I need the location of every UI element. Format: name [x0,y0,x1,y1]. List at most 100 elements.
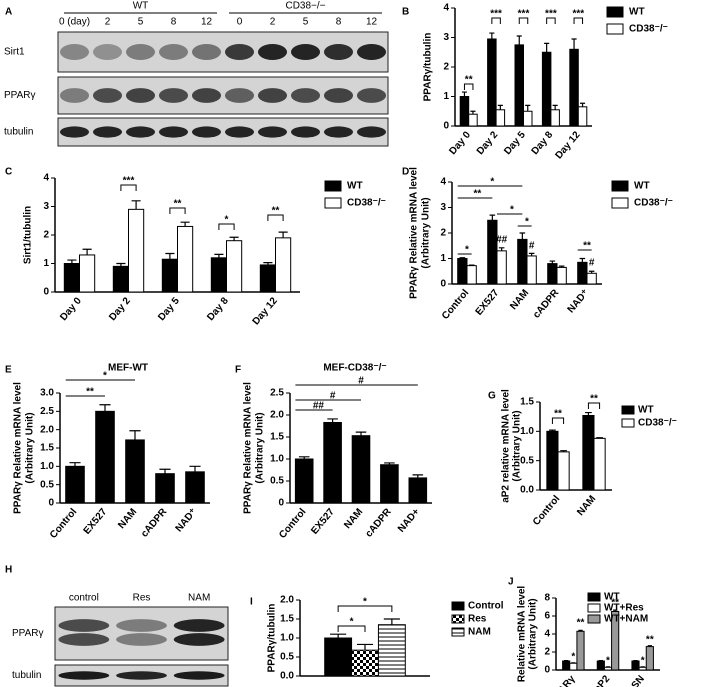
significance-label: ** [174,199,182,210]
blot-band [92,44,123,60]
legend-label: NAM [468,627,491,638]
error-bar [552,104,558,110]
x-tick-label: aP2 [592,673,612,687]
row-label: tubulin [12,670,41,681]
lane-label: 5 [138,17,144,28]
error-bar [278,231,288,238]
y-tick-label: 1.5 [40,443,54,454]
lane-label: 8 [171,17,177,28]
y-axis-label: PPARγ/tubulin [423,33,434,102]
significance-label: * [571,652,575,663]
bar [95,410,115,504]
y-tick-label: 4 [440,177,446,188]
blot-band [290,44,321,60]
bar [487,38,497,127]
blot-band [116,671,167,680]
bar [550,109,560,127]
bar [603,666,613,671]
blot-band [125,44,156,60]
bar [593,437,606,491]
blot-band [224,126,255,138]
x-tick-label: NAM [575,494,598,519]
y-tick-label: 3 [440,202,446,213]
y-tick-label: 0.5 [280,652,294,663]
x-tick-label: NAM [342,507,365,532]
y-tick-label: 0 [544,665,550,676]
significance-bracket [120,184,137,191]
y-tick-label: 0.5 [520,455,534,466]
bar [380,464,399,504]
error-bar [165,252,175,260]
significance-label: * [363,597,367,608]
error-bar [129,430,141,440]
error-bar [459,257,466,259]
significance-bracket [267,214,284,221]
y-tick-label: 0.5 [40,479,54,490]
legend-label: CD38⁻/⁻ [629,24,668,35]
significance-label: * [465,245,469,256]
bar [638,666,647,671]
error-bar [82,248,92,255]
error-bar [579,102,586,107]
bar [275,237,292,293]
blot-band [173,619,225,632]
legend-label: WT [604,592,620,603]
x-tick-label: Day 2 [475,129,501,157]
significance-bracket [491,17,501,24]
lane-label: NAM [188,593,210,604]
bar [556,266,567,285]
significance-label: # [589,258,595,269]
x-tick-label: EX527 [82,506,110,536]
significance-label: * [606,656,610,667]
blot-band [59,88,90,103]
significance-label: *** [572,9,584,20]
bar [323,421,342,504]
legend-swatch [587,603,601,613]
bar [177,225,194,293]
x-tick-label: NAD⁺ [566,288,592,316]
blot-band [290,88,321,103]
bar [517,238,528,285]
error-bar [116,262,126,267]
significance-label: ** [86,387,94,398]
legend-swatch [587,592,601,602]
legend-swatch [451,627,465,637]
y-axis-label: PPARγ Relative mRNA level [13,382,24,514]
x-tick-label: Control [531,493,562,527]
x-tick-label: Control [277,506,308,540]
bar [577,106,588,127]
y-tick-label: 4 [544,629,550,640]
x-tick-label: Day 8 [205,295,231,323]
x-tick-label: cADPR [139,506,170,540]
significance-label: * [525,217,529,228]
bar [569,48,579,127]
legend-label: WT [347,181,363,192]
panel-letter: J [508,577,514,588]
y-tick-label: 8 [544,593,550,604]
blot-band [116,633,167,646]
panel-letter: G [488,391,496,402]
bar [631,660,640,671]
x-tick-label: Day 8 [530,129,556,157]
y-tick-label: 1.5 [520,397,534,408]
y-axis-label: (Arbitrary Unit) [528,598,539,669]
blot-band [125,126,156,138]
significance-bracket [218,223,235,230]
y-tick-label: 6 [544,611,550,622]
error-bar [498,247,505,251]
bar [63,263,80,293]
bar [487,219,498,285]
error-bar [263,262,273,265]
significance-label: ** [465,75,473,86]
bar [112,265,129,293]
bar [65,465,85,504]
y-tick-label: 1 [440,253,446,264]
legend-label: Res [468,614,487,625]
y-tick-label: 0.5 [270,476,284,487]
blot-band [191,44,222,60]
x-tick-label: EX527 [309,506,337,536]
significance-label: ** [577,618,585,629]
significance-label: *** [518,9,530,20]
bar [526,255,537,285]
